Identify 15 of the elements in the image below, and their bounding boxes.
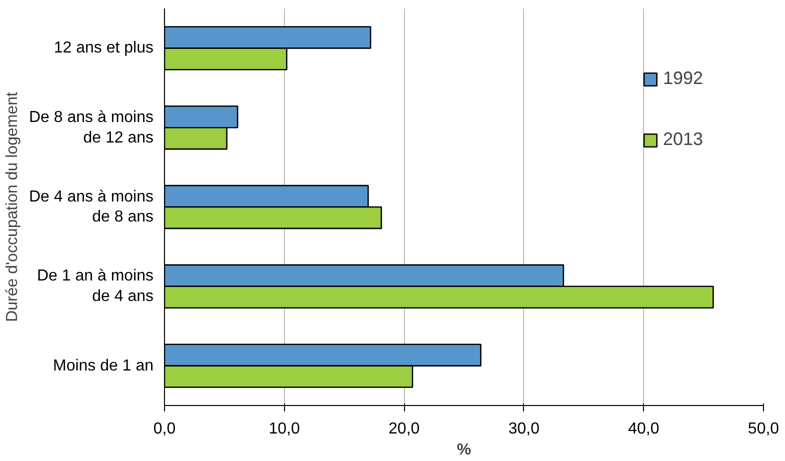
y-axis-title: Durée d'occupation du logement <box>4 92 21 322</box>
y-tick-label: 12 ans et plus <box>54 40 154 57</box>
y-tick-label: Moins de 1 an <box>52 357 154 374</box>
x-axis-title: % <box>456 442 472 458</box>
x-tick-label: 50,0 <box>748 420 780 438</box>
y-tick-label: De 8 ans à moins de 12 ans <box>28 108 154 146</box>
x-tick-label: 40,0 <box>628 420 660 438</box>
x-tick-label: 30,0 <box>508 420 540 438</box>
y-tick-label: De 4 ans à moins de 8 ans <box>28 188 154 226</box>
x-tick-label: 10,0 <box>268 420 300 438</box>
x-tick-label: 20,0 <box>388 420 420 438</box>
x-tick-label: 0,0 <box>153 420 176 438</box>
legend-label: 1992 <box>662 68 703 89</box>
y-tick-label: De 1 an à moins de 4 ans <box>36 268 154 306</box>
legend-label: 2013 <box>662 129 703 150</box>
